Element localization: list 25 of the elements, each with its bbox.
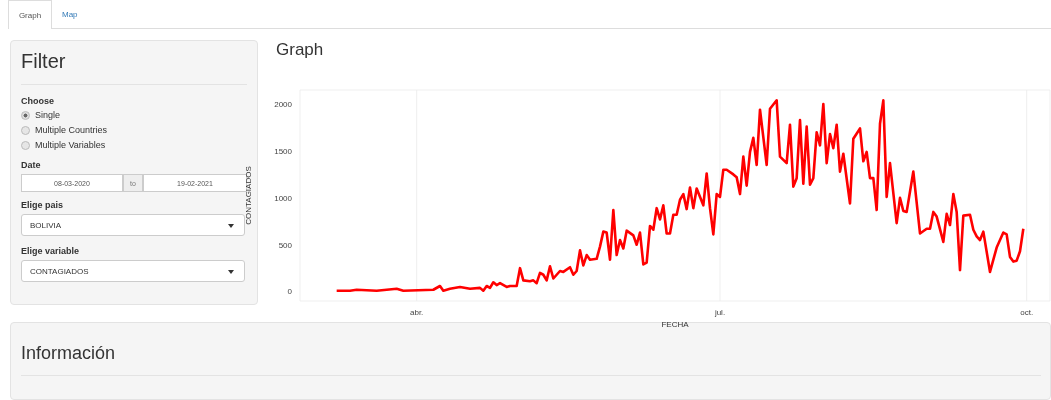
- text: CONTAGIADOS: [21, 260, 245, 282]
- y-tick-label: 1000: [274, 193, 293, 203]
- text: Date: [21, 160, 41, 170]
- y-tick-label: 1500: [274, 146, 293, 156]
- x-axis-title: FECHA: [661, 320, 690, 329]
- text: Graph: [8, 0, 52, 29]
- text: Elige variable: [21, 246, 80, 256]
- text: Multiple Countries: [35, 125, 108, 135]
- x-tick-label: abr.: [409, 307, 424, 317]
- text: Single: [35, 110, 61, 120]
- text: Choose: [21, 96, 55, 106]
- y-tick-label: 2000: [274, 99, 293, 109]
- text: Multiple Variables: [35, 140, 106, 150]
- x-tick-label: jul.: [713, 307, 726, 317]
- y-tick-label: 0: [287, 287, 293, 297]
- text: BOLIVIA: [21, 214, 245, 236]
- line-series: [335, 99, 1025, 292]
- text: Filter: [21, 50, 66, 73]
- chart-title: Graph: [276, 40, 324, 60]
- x-tick-label: oct.: [1020, 307, 1034, 317]
- y-axis-title: CONTAGIADOS: [243, 166, 253, 225]
- y-tick-label: 500: [278, 240, 293, 250]
- text: Información: [21, 343, 116, 364]
- text: Elige pais: [21, 200, 64, 210]
- text: Map: [62, 9, 78, 21]
